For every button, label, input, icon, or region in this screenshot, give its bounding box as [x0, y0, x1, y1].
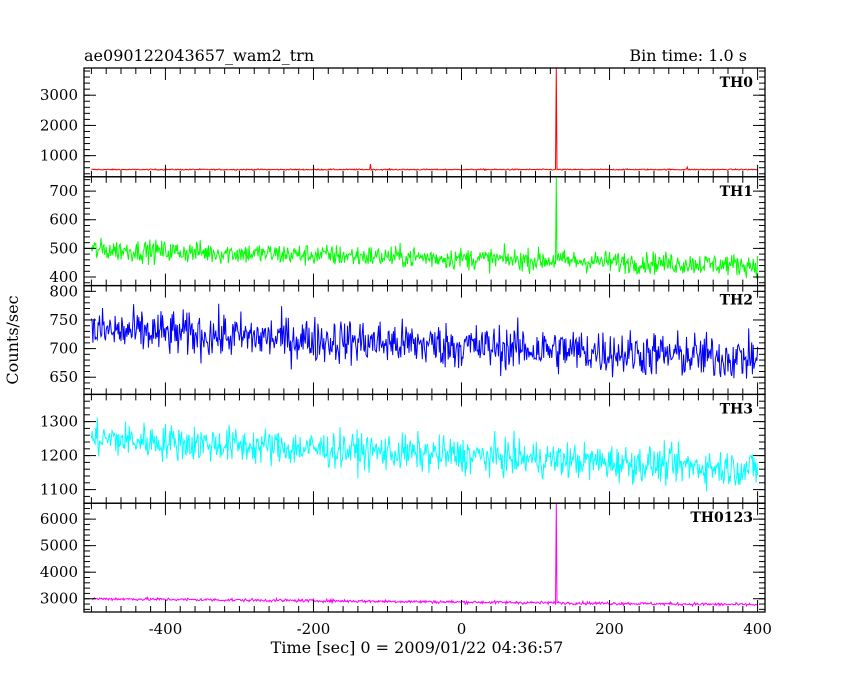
panel-label-th2: TH2 [720, 293, 753, 309]
y-axis-label: Counts/sec [3, 295, 22, 384]
y-tick-label: 800 [49, 282, 78, 300]
series-th0 [91, 67, 758, 172]
y-tick-label: 750 [49, 311, 78, 329]
panel-frame-th0 [83, 67, 766, 178]
y-tick-label: 1200 [40, 447, 78, 465]
x-tick-label: 400 [743, 620, 772, 638]
y-tick-label: 700 [49, 340, 78, 358]
y-tick-label: 600 [49, 211, 78, 229]
x-tick-label: -200 [297, 620, 331, 638]
panel-label-th1: TH1 [720, 184, 753, 200]
y-tick-label: 3000 [40, 86, 78, 104]
x-tick-label: -400 [149, 620, 183, 638]
x-axis-label: Time [sec] 0 = 2009/01/22 04:36:57 [271, 638, 564, 657]
x-tick-label: 0 [457, 620, 467, 638]
x-tick-label: 200 [595, 620, 624, 638]
panel-stack: TH0100020003000TH1400500600700TH26507007… [40, 67, 772, 638]
y-tick-label: 400 [49, 268, 78, 286]
y-tick-label: 500 [49, 239, 78, 257]
y-tick-label: 700 [49, 182, 78, 200]
panel-label-th3: TH3 [720, 401, 753, 417]
panel-frame-th0123 [83, 502, 766, 613]
y-tick-label: 6000 [40, 510, 78, 528]
y-tick-label: 1000 [40, 147, 78, 165]
y-tick-label: 3000 [40, 590, 78, 608]
y-tick-label: 650 [49, 368, 78, 386]
bin-time-label: Bin time: 1.0 s [629, 46, 747, 65]
y-tick-label: 4000 [40, 563, 78, 581]
panel-label-th0: TH0 [720, 75, 754, 91]
series-th0123 [91, 503, 759, 608]
panel-label-th0123: TH0123 [690, 510, 753, 526]
y-tick-label: 1300 [40, 413, 78, 431]
chart-title: ae090122043657_wam2_trn [84, 46, 314, 65]
series-th1 [90, 176, 759, 279]
panel-frame-th1 [83, 176, 766, 287]
series-th2 [90, 303, 759, 379]
y-tick-label: 2000 [40, 116, 78, 134]
y-tick-label: 1100 [40, 481, 78, 499]
series-th3 [90, 417, 759, 492]
y-tick-label: 5000 [40, 537, 78, 555]
